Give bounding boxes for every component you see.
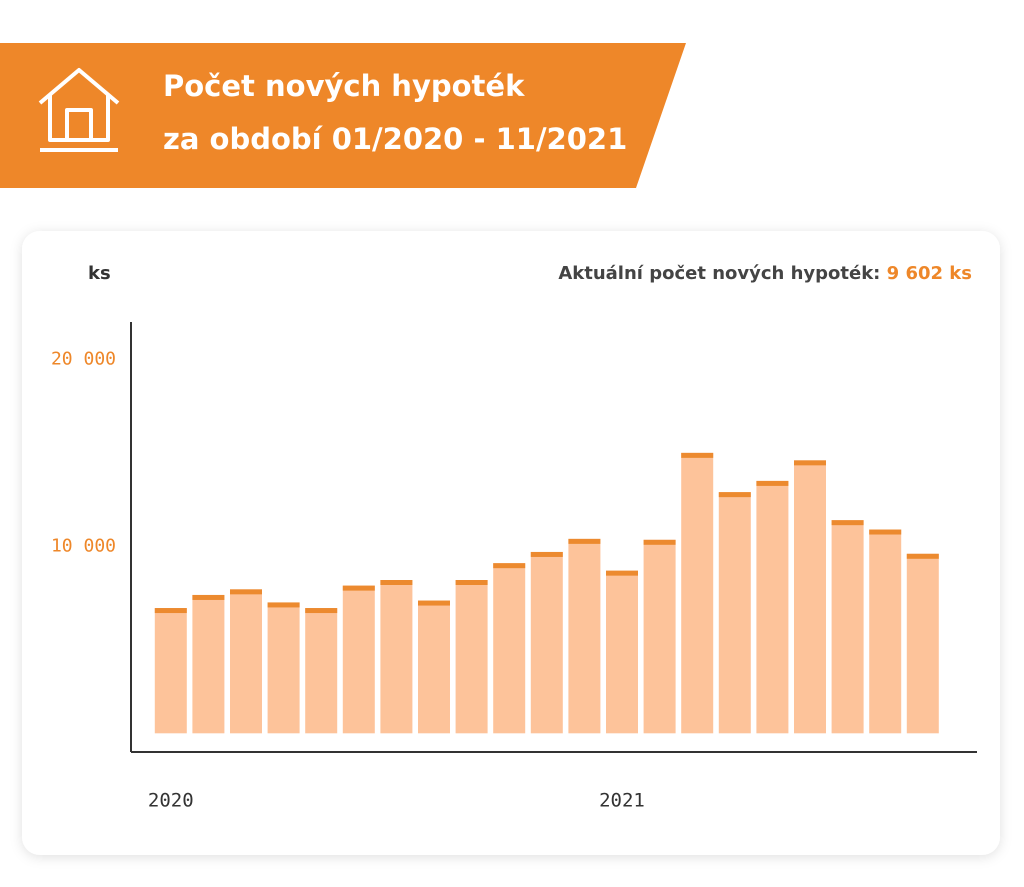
bar xyxy=(530,551,563,734)
card xyxy=(22,231,1000,855)
bar xyxy=(342,585,375,734)
bar xyxy=(568,538,601,734)
banner xyxy=(0,43,686,188)
bar-cap xyxy=(831,520,864,526)
bar-cap xyxy=(869,529,902,535)
annotation-value: 9 602 ks xyxy=(887,263,972,284)
annotation-text: Aktuální počet nových hypoték: xyxy=(558,263,880,284)
chart-title: Počet nových hypoték xyxy=(163,69,525,103)
bar xyxy=(831,520,864,734)
bar-cap xyxy=(643,539,676,545)
bar-cap xyxy=(380,580,413,585)
bar xyxy=(643,539,676,734)
x-tick-label: 2021 xyxy=(599,790,645,812)
bar xyxy=(267,602,300,734)
bar xyxy=(794,460,826,734)
bar-cap xyxy=(530,551,563,557)
bar xyxy=(756,480,789,734)
bar-cap xyxy=(267,602,300,608)
bar-cap xyxy=(342,585,375,591)
bar xyxy=(305,608,338,734)
bar-cap xyxy=(568,538,601,544)
bar-cap xyxy=(606,570,638,576)
x-tick-label: 2020 xyxy=(148,790,194,812)
bar-cap xyxy=(718,492,751,498)
bar xyxy=(718,492,751,734)
bar xyxy=(192,594,225,734)
bar xyxy=(230,589,262,734)
bar-cap xyxy=(906,553,939,559)
bar xyxy=(869,529,902,734)
bar-cap xyxy=(455,580,488,585)
y-axis-label: ks xyxy=(88,263,111,284)
bar xyxy=(681,452,714,734)
y-tick-label: 10 000 xyxy=(51,535,116,556)
bar-cap xyxy=(230,589,262,595)
bar xyxy=(418,600,450,734)
bar xyxy=(906,553,939,734)
y-tick-label: 20 000 xyxy=(51,348,116,369)
bar xyxy=(380,580,413,734)
bar-cap xyxy=(154,608,187,614)
annotation: Aktuální počet nových hypoték: 9 602 ks xyxy=(558,263,972,284)
bar xyxy=(154,608,187,734)
bar-cap xyxy=(493,563,526,569)
bar xyxy=(493,563,526,734)
bar xyxy=(455,580,488,734)
bar-cap xyxy=(794,460,826,466)
bar-cap xyxy=(756,480,789,486)
chart-title: za období 01/2020 - 11/2021 xyxy=(163,122,627,156)
bar-cap xyxy=(418,600,450,606)
house-icon xyxy=(38,68,120,152)
bar-cap xyxy=(681,452,714,458)
bar-cap xyxy=(192,594,225,600)
bar-cap xyxy=(305,608,338,614)
bar xyxy=(606,570,638,734)
